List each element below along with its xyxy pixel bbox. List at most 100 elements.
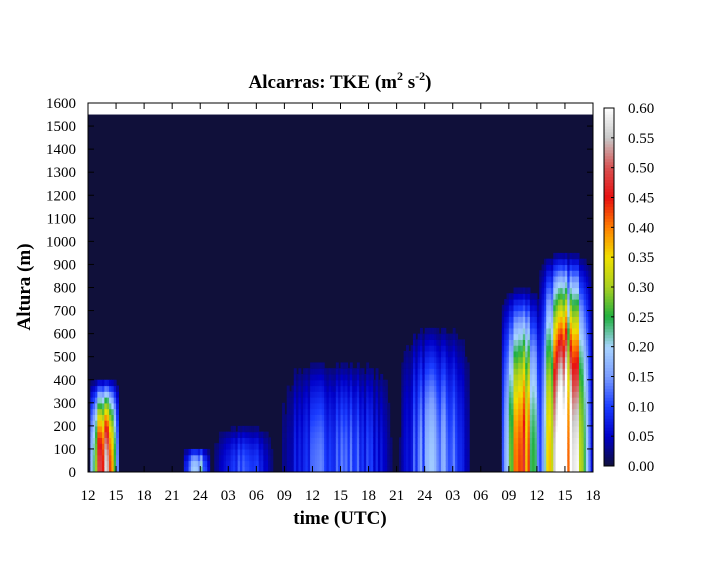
tke-cell bbox=[511, 437, 515, 444]
tke-cell bbox=[363, 402, 367, 410]
tke-cell bbox=[539, 414, 543, 421]
tke-cell bbox=[263, 454, 267, 462]
tke-cell bbox=[349, 373, 353, 381]
tke-cell bbox=[508, 310, 512, 317]
tke-cell bbox=[104, 425, 108, 433]
tke-cell bbox=[443, 397, 447, 404]
tke-cell bbox=[548, 304, 552, 312]
tke-cell bbox=[529, 408, 533, 415]
tke-cell bbox=[424, 460, 428, 467]
tke-cell bbox=[527, 414, 531, 421]
tke-cell bbox=[541, 437, 545, 444]
tke-cell bbox=[441, 431, 444, 439]
tke-cell bbox=[590, 414, 593, 421]
tke-cell bbox=[546, 420, 550, 427]
tke-cell bbox=[585, 299, 589, 306]
colorbar-swatch bbox=[604, 295, 614, 300]
tke-cell bbox=[450, 408, 454, 415]
tke-cell bbox=[443, 425, 447, 433]
tke-cell bbox=[356, 368, 360, 375]
tke-cell bbox=[527, 333, 531, 340]
tke-cell bbox=[588, 448, 592, 456]
tke-cell bbox=[569, 373, 573, 381]
tke-cell bbox=[571, 275, 575, 283]
tke-cell bbox=[541, 333, 545, 340]
tke-cell bbox=[553, 310, 557, 317]
tke-cell bbox=[352, 379, 356, 387]
tke-cell bbox=[429, 327, 433, 335]
tke-cell bbox=[338, 425, 342, 433]
tke-cell bbox=[448, 443, 451, 450]
tke-cell bbox=[377, 460, 381, 467]
tke-cell bbox=[506, 466, 510, 472]
tke-cell bbox=[328, 373, 332, 381]
tke-cell bbox=[548, 322, 552, 329]
tke-cell bbox=[436, 385, 440, 392]
tke-cell bbox=[340, 431, 344, 439]
tke-cell bbox=[508, 362, 512, 369]
tke-cell bbox=[296, 448, 300, 456]
tke-cell bbox=[324, 368, 328, 375]
tke-cell bbox=[338, 414, 342, 421]
tke-cell bbox=[506, 356, 510, 364]
tke-cell bbox=[522, 431, 526, 439]
tke-cell bbox=[438, 448, 442, 456]
tke-cell bbox=[534, 385, 538, 392]
tke-cell bbox=[585, 373, 589, 381]
tke-cell bbox=[546, 425, 550, 433]
tke-cell bbox=[303, 437, 307, 444]
tke-cell bbox=[335, 431, 339, 439]
tke-cell bbox=[113, 466, 117, 472]
tke-cell bbox=[90, 391, 94, 398]
tke-cell bbox=[305, 454, 309, 462]
tke-cell bbox=[574, 431, 578, 439]
tke-cell bbox=[501, 350, 505, 358]
tke-cell bbox=[366, 397, 370, 404]
tke-cell bbox=[253, 448, 257, 456]
tke-cell bbox=[560, 281, 564, 289]
tke-cell bbox=[504, 350, 508, 358]
tke-cell bbox=[560, 322, 564, 329]
tke-cell bbox=[366, 368, 370, 375]
tke-cell bbox=[412, 350, 416, 358]
tke-cell bbox=[511, 466, 515, 472]
tke-cell bbox=[265, 460, 269, 467]
tke-cell bbox=[106, 379, 110, 387]
tke-cell bbox=[431, 425, 435, 433]
tke-cell bbox=[356, 431, 360, 439]
tke-cell bbox=[282, 408, 285, 415]
tke-cell bbox=[457, 420, 461, 427]
tke-cell bbox=[317, 448, 321, 456]
tke-cell bbox=[562, 460, 566, 467]
tke-cell bbox=[466, 431, 470, 439]
tke-cell bbox=[324, 408, 328, 415]
tke-cell bbox=[553, 356, 557, 364]
tke-cell bbox=[553, 287, 557, 294]
tke-cell bbox=[340, 460, 344, 467]
tke-cell bbox=[246, 431, 250, 439]
tke-cell bbox=[97, 408, 101, 415]
tke-cell bbox=[186, 460, 190, 467]
tke-cell bbox=[450, 448, 454, 456]
tke-cell bbox=[438, 362, 442, 369]
tke-cell bbox=[536, 333, 540, 340]
tke-cell bbox=[398, 460, 402, 467]
tke-cell bbox=[111, 431, 115, 439]
tke-cell bbox=[536, 362, 540, 369]
tke-cell bbox=[506, 431, 510, 439]
tke-cell bbox=[398, 466, 402, 472]
tke-cell bbox=[282, 448, 285, 456]
tke-cell bbox=[541, 264, 545, 271]
tke-cell bbox=[368, 373, 372, 381]
tke-cell bbox=[504, 460, 508, 467]
tke-cell bbox=[415, 379, 419, 387]
tke-cell bbox=[527, 287, 531, 294]
tke-cell bbox=[569, 252, 573, 260]
tke-cell bbox=[331, 379, 335, 387]
tke-cell bbox=[419, 425, 423, 433]
tke-cell bbox=[239, 466, 243, 472]
tke-cell bbox=[567, 339, 571, 346]
tke-cell bbox=[113, 437, 117, 444]
tke-cell bbox=[345, 443, 349, 450]
tke-cell bbox=[448, 437, 451, 444]
